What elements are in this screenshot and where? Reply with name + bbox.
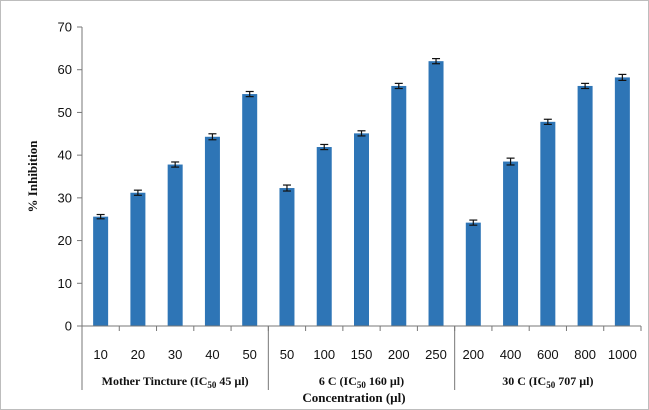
x-tick-label: 250 [425,347,447,362]
bar [316,147,332,326]
x-tick-label: 200 [462,347,484,362]
x-tick-label: 800 [574,347,596,362]
bar [354,133,369,326]
error-bar [618,73,627,81]
bar [242,94,258,326]
bar [279,188,295,326]
error-bar [96,213,105,220]
error-bar [581,82,590,90]
bar [93,216,109,326]
x-tick-label: 400 [500,347,522,362]
error-bar [208,133,217,141]
y-tick-label: 20 [58,233,72,248]
bar [391,85,407,327]
x-tick-label: 200 [388,347,410,362]
bar [614,77,630,326]
bar [503,161,519,326]
bar [428,61,444,327]
x-axis-label: Concentration (µl) [302,390,405,405]
bar [540,121,556,326]
y-tick-label: 70 [58,20,72,35]
x-tick-label: 40 [205,347,219,362]
group-label: Mother Tincture (IC50 45 µl) [102,374,249,390]
error-bar [394,82,403,90]
x-tick-label: 100 [313,347,335,362]
bar [577,85,593,327]
x-tick-label: 50 [242,347,256,362]
x-tick-label: 50 [280,347,294,362]
group-label: 6 C (IC50 160 µl) [319,374,404,390]
y-tick-label: 30 [58,190,72,205]
y-tick-label: 0 [65,319,72,334]
y-axis-ticks: 0 10 20 30 40 50 60 70 [58,20,82,334]
error-bars [96,58,627,226]
bar [130,192,146,326]
y-tick-label: 40 [58,148,72,163]
group-label: 30 C (IC50 707 µl) [502,374,593,390]
x-tick-label: 150 [351,347,373,362]
error-bar [543,118,552,125]
y-tick-label: 10 [58,276,72,291]
bar [465,222,481,326]
group-labels: Mother Tincture (IC50 45 µl) 6 C (IC50 16… [81,326,593,390]
error-bar [432,58,441,65]
error-bar [320,143,329,151]
bar [167,164,183,326]
error-bar [506,157,515,166]
x-tick-label: 1000 [608,347,637,362]
y-tick-label: 50 [58,105,72,120]
error-bar [171,161,180,168]
bars [93,61,630,327]
error-bar [133,189,142,196]
bar [204,136,220,326]
error-bar [357,130,366,137]
y-axis-label: % Inhibition [25,140,40,213]
y-tick-label: 60 [58,62,72,77]
x-tick-label: 10 [93,347,107,362]
error-bar [282,184,291,192]
error-bar [245,90,254,98]
error-bar [469,219,478,226]
x-tick-label: 20 [131,347,145,362]
x-tick-label: 30 [168,347,182,362]
x-axis-ticks: 10 20 30 40 50 50 100 150 200 250 200 400 600 800 1000 [81,326,642,362]
x-tick-label: 600 [537,347,559,362]
